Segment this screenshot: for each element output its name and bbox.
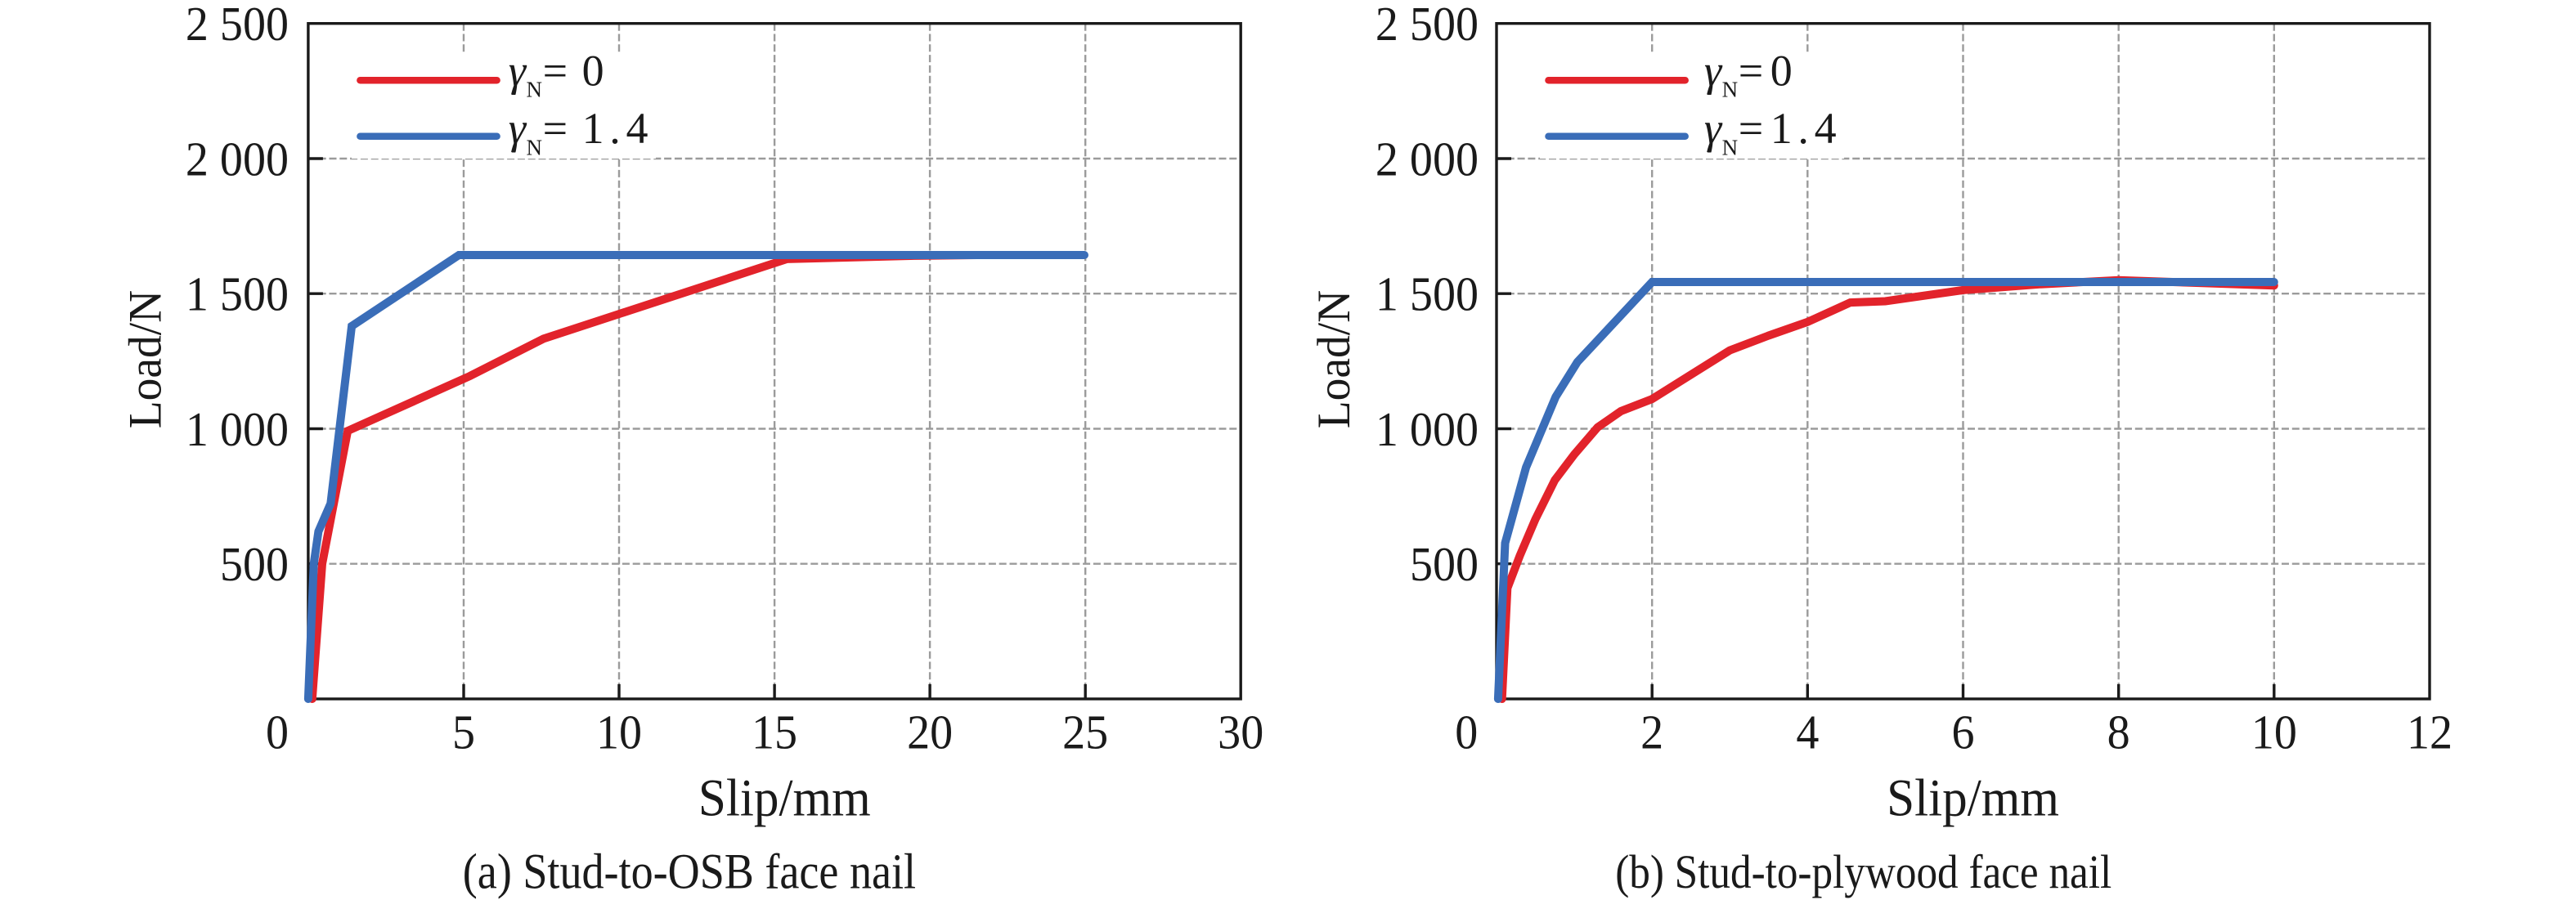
svg-text:2: 2	[1640, 706, 1663, 759]
svg-text:10: 10	[596, 706, 642, 759]
svg-text:500: 500	[220, 539, 289, 592]
svg-text:γN=0: γN= 0	[1704, 46, 1793, 101]
svg-text:2 000: 2 000	[1376, 133, 1479, 186]
svg-text:1 000: 1 000	[186, 404, 289, 457]
svg-text:0: 0	[266, 706, 289, 759]
svg-text:10: 10	[2251, 706, 2297, 759]
svg-text:1 500: 1 500	[186, 268, 289, 321]
svg-text:4: 4	[1796, 706, 1819, 759]
svg-text:2 000: 2 000	[186, 133, 289, 186]
svg-text:Slip/mm: Slip/mm	[1887, 768, 2059, 827]
svg-text:2 500: 2 500	[186, 0, 289, 51]
svg-text:15: 15	[752, 706, 797, 759]
svg-text:Load/N: Load/N	[120, 290, 172, 429]
svg-text:6: 6	[1951, 706, 1974, 759]
svg-text:(a) Stud-to-OSB face nail: (a) Stud-to-OSB face nail	[463, 843, 916, 899]
svg-text:5: 5	[452, 706, 475, 759]
svg-text:12: 12	[2407, 706, 2453, 759]
svg-text:γN=1.4: γN= 1.4	[1704, 104, 1837, 159]
svg-text:1 000: 1 000	[1376, 404, 1479, 457]
svg-text:γN=1.4: γN= 1.4	[509, 104, 648, 159]
svg-text:0: 0	[1455, 706, 1478, 759]
svg-text:20: 20	[907, 706, 953, 759]
svg-text:Slip/mm: Slip/mm	[698, 768, 871, 827]
svg-text:25: 25	[1062, 706, 1108, 759]
svg-text:γN=0: γN= 0	[509, 46, 604, 101]
svg-text:1 500: 1 500	[1376, 268, 1479, 321]
svg-text:2 500: 2 500	[1376, 0, 1479, 51]
svg-text:Load/N: Load/N	[1308, 290, 1360, 429]
svg-text:500: 500	[1410, 539, 1479, 592]
svg-text:30: 30	[1218, 706, 1263, 759]
svg-text:(b) Stud-to-plywood face nail: (b) Stud-to-plywood face nail	[1615, 845, 2112, 898]
svg-text:8: 8	[2107, 706, 2130, 759]
